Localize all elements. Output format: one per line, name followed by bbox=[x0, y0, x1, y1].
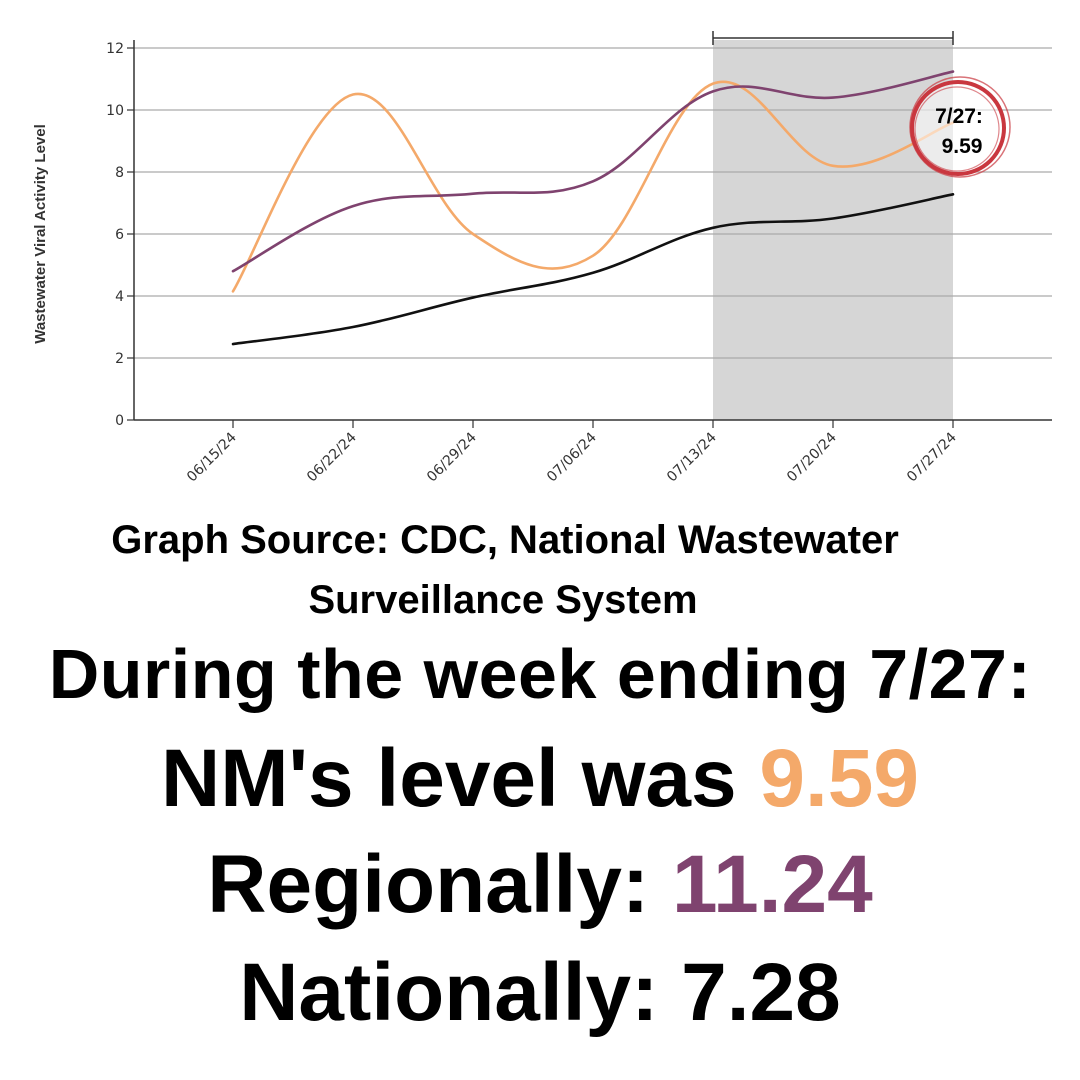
y-tick-label: 4 bbox=[115, 289, 124, 305]
annotation-value: 9.59 bbox=[942, 135, 983, 158]
series-line-1 bbox=[231, 80, 955, 293]
x-tick-label: 07/27/24 bbox=[904, 429, 960, 485]
annotation-date: 7/27: bbox=[935, 105, 983, 128]
annotation-circle bbox=[910, 80, 1006, 176]
series-line-2 bbox=[231, 70, 955, 273]
highlight-band bbox=[713, 40, 953, 420]
series-line-3 bbox=[231, 193, 955, 346]
gridlines bbox=[134, 47, 1052, 359]
y-tick-label: 10 bbox=[106, 103, 124, 119]
national-level-value: 7.28 bbox=[681, 947, 841, 1038]
y-axis-label: Wastewater Viral Activity Level bbox=[32, 124, 49, 344]
annotation: 7/27: 9.59 bbox=[909, 76, 1011, 178]
nm-level-value: 9.59 bbox=[759, 733, 919, 824]
wastewater-line-chart: 0 2 4 6 8 10 12 06/15/24 06/22/24 06/29/24 07/06/2… bbox=[32, 31, 1052, 485]
x-tick-label: 06/29/24 bbox=[424, 429, 480, 485]
regional-level-label: Regionally: bbox=[207, 839, 673, 930]
x-tick-label: 07/13/24 bbox=[664, 429, 720, 485]
y-tick-label: 2 bbox=[115, 351, 124, 367]
nm-level-label: NM's level was bbox=[161, 733, 760, 824]
regional-level-line: Regionally: 11.24 bbox=[0, 838, 1080, 932]
series-lines bbox=[231, 70, 955, 346]
x-tick-label: 06/15/24 bbox=[184, 429, 240, 485]
regional-level-value: 11.24 bbox=[672, 839, 873, 930]
x-tick-label: 07/20/24 bbox=[784, 429, 840, 485]
nm-level-line: NM's level was 9.59 bbox=[0, 732, 1080, 826]
national-level-line: Nationally: 7.28 bbox=[0, 946, 1080, 1040]
national-level-label: Nationally: bbox=[239, 947, 682, 1038]
graph-source-line-2: Surveillance System bbox=[308, 578, 698, 622]
x-tick-label: 06/22/24 bbox=[304, 429, 360, 485]
annotation-circle-inner bbox=[914, 86, 1000, 172]
y-tick-label: 0 bbox=[115, 413, 124, 429]
y-tick-label: 12 bbox=[106, 41, 124, 57]
x-tick-label: 07/06/24 bbox=[544, 429, 600, 485]
y-tick-label: 8 bbox=[115, 165, 124, 181]
annotation-circle-outer bbox=[909, 76, 1011, 178]
headline: During the week ending 7/27: bbox=[48, 635, 1032, 713]
y-tick-label: 6 bbox=[115, 227, 124, 243]
graph-source-line-1: Graph Source: CDC, National Wastewater bbox=[111, 518, 899, 562]
highlight-range bbox=[712, 31, 954, 420]
